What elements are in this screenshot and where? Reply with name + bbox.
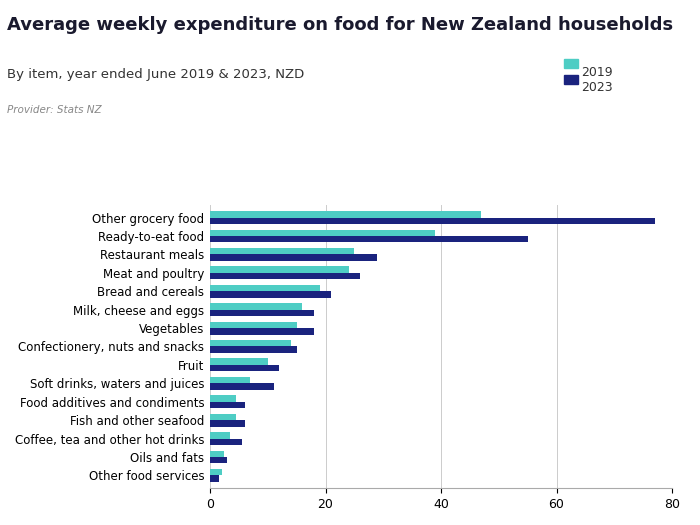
Bar xyxy=(210,383,274,390)
Bar xyxy=(210,420,245,427)
Bar xyxy=(210,322,297,328)
Bar xyxy=(210,303,302,310)
Bar xyxy=(210,255,377,261)
Bar xyxy=(210,218,654,224)
Text: Provider: Stats NZ: Provider: Stats NZ xyxy=(7,105,101,115)
Text: figure.nz: figure.nz xyxy=(603,17,679,31)
Text: By item, year ended June 2019 & 2023, NZD: By item, year ended June 2019 & 2023, NZ… xyxy=(7,68,304,81)
Bar xyxy=(210,402,245,408)
Bar xyxy=(210,273,360,279)
Bar xyxy=(210,414,236,420)
Bar xyxy=(210,310,314,316)
Bar xyxy=(210,346,297,353)
Bar xyxy=(210,229,435,236)
Bar xyxy=(210,450,225,457)
Text: 2019: 2019 xyxy=(581,66,612,79)
Text: Average weekly expenditure on food for New Zealand households: Average weekly expenditure on food for N… xyxy=(7,16,673,34)
Bar xyxy=(210,365,279,371)
Bar xyxy=(210,266,349,273)
Bar xyxy=(210,377,251,383)
Bar xyxy=(210,432,230,438)
Bar xyxy=(210,328,314,334)
Bar xyxy=(210,211,482,218)
Bar xyxy=(210,285,320,291)
Bar xyxy=(210,248,354,255)
Bar xyxy=(210,236,528,243)
Bar xyxy=(210,457,228,464)
Bar xyxy=(210,395,236,402)
Bar xyxy=(210,438,242,445)
Bar xyxy=(210,340,291,346)
Bar xyxy=(210,469,221,475)
Bar xyxy=(210,291,331,298)
Bar xyxy=(210,359,267,365)
Text: 2023: 2023 xyxy=(581,81,612,94)
Bar xyxy=(210,475,218,482)
